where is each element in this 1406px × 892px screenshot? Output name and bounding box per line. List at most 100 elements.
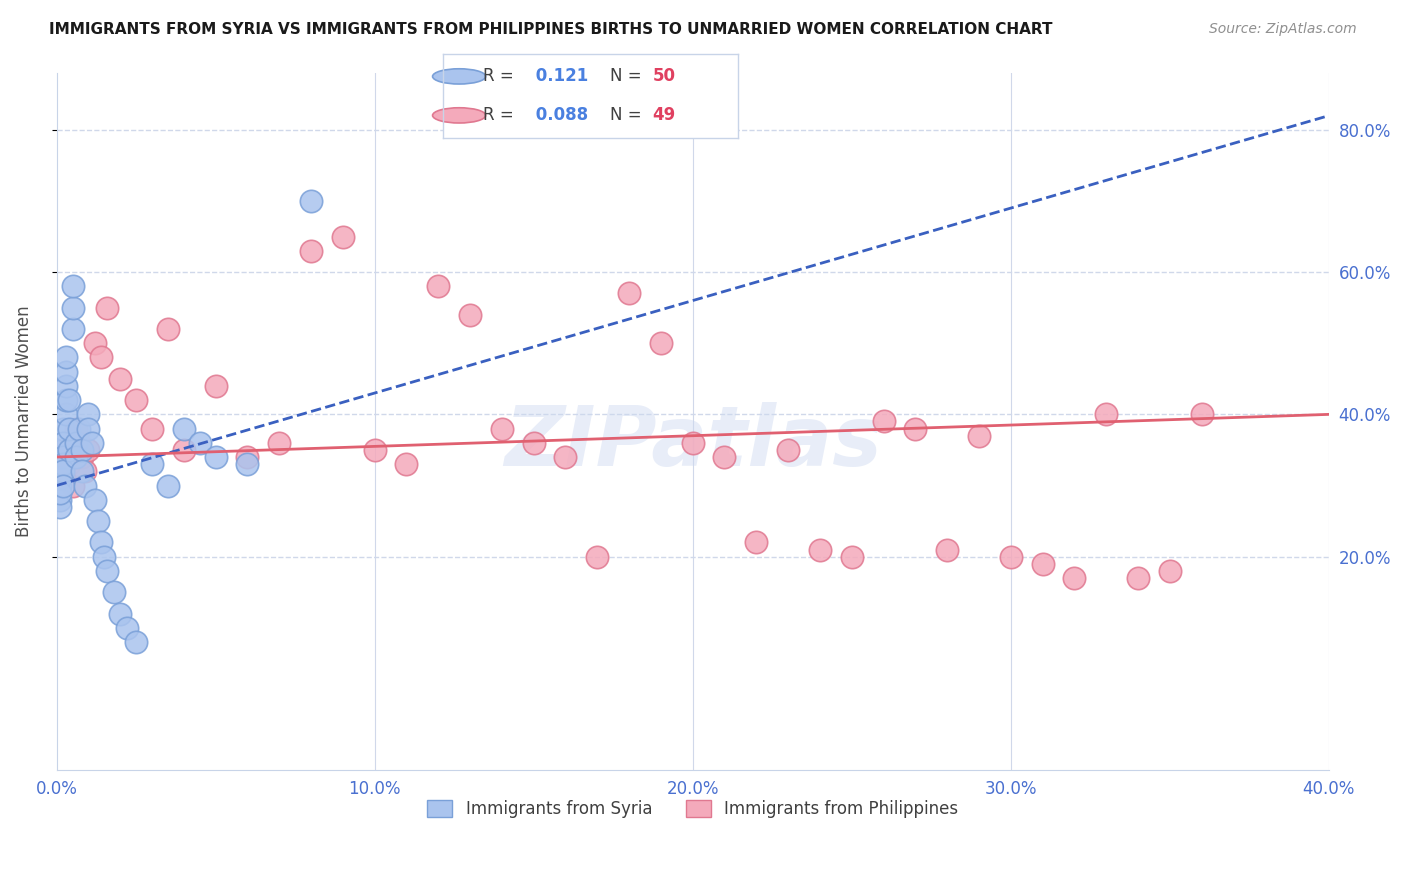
Point xyxy=(458,308,481,322)
Point xyxy=(713,450,735,464)
Point xyxy=(49,485,72,500)
Point xyxy=(936,542,959,557)
Point xyxy=(75,478,97,492)
Text: N =: N = xyxy=(610,68,647,86)
Text: IMMIGRANTS FROM SYRIA VS IMMIGRANTS FROM PHILIPPINES BIRTHS TO UNMARRIED WOMEN C: IMMIGRANTS FROM SYRIA VS IMMIGRANTS FROM… xyxy=(49,22,1053,37)
Point xyxy=(841,549,863,564)
Point xyxy=(52,464,75,478)
Point xyxy=(55,442,77,457)
Point xyxy=(1191,408,1213,422)
Point xyxy=(67,435,90,450)
Point xyxy=(682,435,704,450)
Text: Source: ZipAtlas.com: Source: ZipAtlas.com xyxy=(1209,22,1357,37)
Point xyxy=(188,435,211,450)
Point xyxy=(49,478,72,492)
Point xyxy=(55,365,77,379)
Point xyxy=(49,500,72,514)
Point xyxy=(87,514,110,528)
Point xyxy=(395,457,418,471)
Point xyxy=(65,421,87,435)
Point xyxy=(1159,564,1181,578)
Point xyxy=(115,621,138,635)
Point xyxy=(49,464,72,478)
Point xyxy=(141,457,163,471)
Point xyxy=(204,450,226,464)
Point xyxy=(173,421,195,435)
Point xyxy=(52,421,75,435)
Point xyxy=(332,229,354,244)
Legend: Immigrants from Syria, Immigrants from Philippines: Immigrants from Syria, Immigrants from P… xyxy=(420,793,965,824)
Point xyxy=(1095,408,1118,422)
Point xyxy=(58,421,80,435)
Point xyxy=(58,393,80,408)
Point xyxy=(90,535,112,549)
Circle shape xyxy=(433,69,485,84)
Circle shape xyxy=(433,108,485,123)
Point xyxy=(491,421,513,435)
Point xyxy=(70,464,93,478)
Point xyxy=(967,428,990,442)
Point xyxy=(269,435,291,450)
Point xyxy=(427,279,450,293)
Text: 49: 49 xyxy=(652,106,676,124)
Point xyxy=(96,301,118,315)
Text: 50: 50 xyxy=(652,68,675,86)
Point xyxy=(586,549,609,564)
Point xyxy=(299,194,322,208)
Text: 0.088: 0.088 xyxy=(530,106,588,124)
Point xyxy=(1031,557,1053,571)
Point xyxy=(52,442,75,457)
Point xyxy=(236,450,259,464)
Point xyxy=(58,442,80,457)
Point xyxy=(75,464,97,478)
Point xyxy=(55,393,77,408)
Point xyxy=(173,442,195,457)
Point xyxy=(67,421,90,435)
Point xyxy=(103,585,125,599)
Point xyxy=(49,492,72,507)
Point xyxy=(617,286,640,301)
Point xyxy=(58,457,80,471)
Point xyxy=(299,244,322,258)
Point xyxy=(62,478,84,492)
Point xyxy=(141,421,163,435)
Point xyxy=(70,442,93,457)
Point xyxy=(90,351,112,365)
Point xyxy=(83,336,105,351)
Point xyxy=(650,336,672,351)
Point xyxy=(77,408,100,422)
Point xyxy=(236,457,259,471)
Point xyxy=(1000,549,1022,564)
Point xyxy=(904,421,927,435)
Point xyxy=(65,435,87,450)
Text: N =: N = xyxy=(610,106,647,124)
Point xyxy=(52,457,75,471)
Point xyxy=(96,564,118,578)
Point xyxy=(110,607,132,621)
Point xyxy=(62,301,84,315)
Point xyxy=(125,635,148,649)
Point xyxy=(55,379,77,393)
Point xyxy=(52,450,75,464)
Point xyxy=(80,435,103,450)
Point xyxy=(55,351,77,365)
Point xyxy=(52,464,75,478)
Point xyxy=(70,450,93,464)
Point xyxy=(55,408,77,422)
Text: ZIPatlas: ZIPatlas xyxy=(503,402,882,483)
Point xyxy=(65,450,87,464)
Point xyxy=(62,322,84,336)
Point xyxy=(62,279,84,293)
Text: R =: R = xyxy=(482,68,519,86)
Point xyxy=(204,379,226,393)
Point xyxy=(93,549,115,564)
Point xyxy=(156,322,179,336)
Point xyxy=(52,478,75,492)
Point xyxy=(745,535,768,549)
Point xyxy=(778,442,800,457)
Point xyxy=(83,492,105,507)
Point xyxy=(52,435,75,450)
Point xyxy=(808,542,831,557)
Point xyxy=(1126,571,1149,585)
Point xyxy=(77,442,100,457)
